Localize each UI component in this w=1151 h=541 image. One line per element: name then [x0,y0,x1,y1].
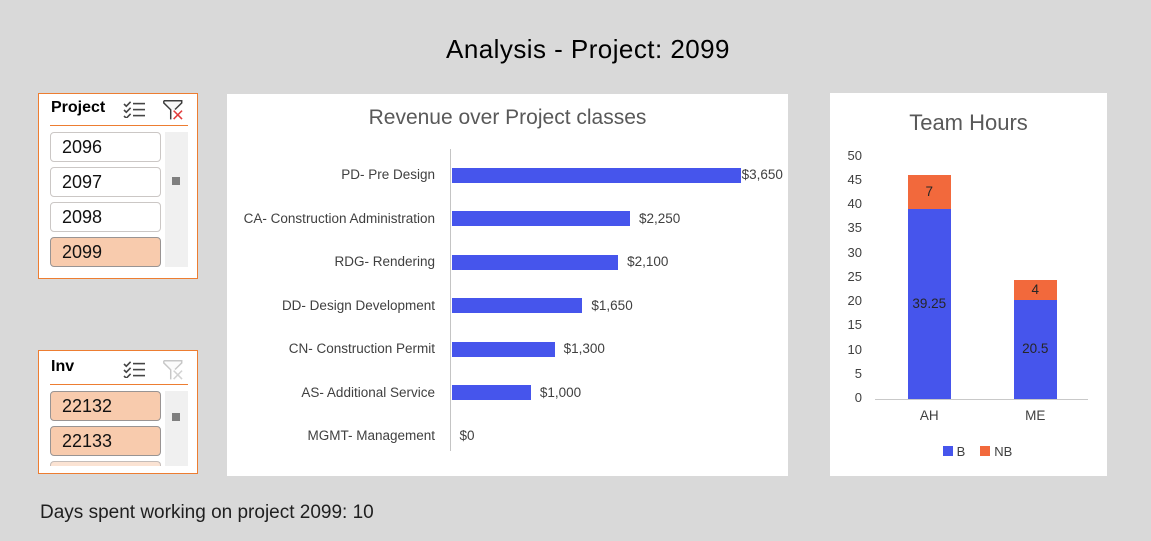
footer-note: Days spent working on project 2099: 10 [40,502,374,523]
column-segment-NB [1014,280,1057,300]
inv-slicer-scrollbar[interactable] [165,391,188,466]
project-slicer-title: Project [51,99,106,116]
data-label: $1,000 [539,384,582,400]
category-label: CA- Construction Administration [243,210,435,226]
legend-swatch-B [942,446,953,456]
data-label: $2,250 [639,210,681,226]
category-label: PD- Pre Design [341,167,435,183]
legend-label: B [956,443,966,459]
revenue-chart-axis-line [450,149,451,451]
multi-select-icon[interactable] [123,361,146,378]
category-label: MGMT- Management [307,428,435,444]
inv-slicer-underline [50,384,188,385]
team-hours-legend: B NB [830,443,1107,459]
column-segment-B [908,208,951,399]
category-label: AH [919,408,939,423]
category-label: RDG- Rendering [334,254,435,270]
revenue-chart-title: Revenue over Project classes [368,106,647,129]
project-slicer-items: 2096 2097 2098 2099 [50,132,162,267]
legend-entry-B: B [942,443,966,459]
revenue-bar [451,211,631,227]
revenue-bar [451,298,583,314]
legend-entry-NB: NB [980,444,1012,459]
column-segment-B [1014,299,1057,399]
inv-slicer-header: Inv [39,351,197,382]
clear-filter-icon-disabled [163,360,183,380]
slicer-item-22133[interactable]: 22133 [50,426,161,456]
inv-slicer-items: 22132 22133 [50,391,162,466]
inv-slicer: Inv [38,350,198,474]
slicer-item-partial[interactable] [50,461,161,466]
page-title: Analysis - Project: 2099 [446,34,730,64]
y-axis-tick-label: 40 [847,196,862,211]
revenue-chart-panel: Revenue over Project classes PD- Pre Des… [227,94,788,476]
data-label: $3,650 [741,167,783,183]
revenue-bar [451,341,555,357]
data-label: $2,100 [627,254,669,270]
slicer-item-22132[interactable]: 22132 [50,391,161,421]
category-label: ME [1025,408,1046,423]
column-segment-NB [908,174,951,209]
category-label: CN- Construction Permit [288,341,435,357]
y-axis-tick-label: 35 [847,220,862,236]
revenue-bar [451,254,619,270]
y-axis-tick-label: 0 [854,390,862,405]
inv-slicer-title: Inv [51,358,75,375]
revenue-bar [451,167,742,183]
category-label: AS- Additional Service [301,384,435,400]
y-axis-tick-label: 25 [847,268,862,284]
legend-label: NB [994,443,1013,459]
project-slicer-scrollbar[interactable] [165,132,188,267]
y-axis-tick-label: 50 [847,147,862,163]
slicer-item-2099[interactable]: 2099 [50,237,161,267]
y-axis-tick-label: 30 [847,244,862,260]
project-scroll-thumb[interactable] [172,177,180,185]
team-hours-x-axis-line [875,399,1088,400]
y-axis-tick-label: 20 [847,293,862,308]
data-label: $1,650 [591,297,633,313]
project-slicer-underline [50,125,188,126]
inv-scroll-thumb[interactable] [172,413,180,421]
legend-swatch-NB [980,446,991,456]
y-axis-tick-label: 15 [847,317,862,333]
y-axis-tick-label: 45 [847,171,862,187]
project-slicer: Project [38,93,198,279]
data-label: 7 [925,183,934,199]
y-axis-tick-label: 10 [847,341,862,357]
category-label: DD- Design Development [281,297,435,313]
project-slicer-header: Project [39,94,197,125]
slicer-item-2097[interactable]: 2097 [50,167,161,197]
data-label: 39.25 [912,295,947,311]
data-label: $1,300 [563,341,605,357]
slicer-item-2096[interactable]: 2096 [50,132,161,162]
data-label: 20.5 [1022,341,1049,357]
team-hours-chart-title: Team Hours [909,110,1028,135]
team-hours-chart-panel: Team Hours 0 5 10 15 20 25 30 35 40 45 50 39.25 7 AH 2… [830,93,1107,476]
multi-select-icon[interactable] [123,101,146,118]
clear-filter-icon[interactable] [163,100,183,120]
y-axis-tick-label: 5 [854,365,862,381]
data-label: $0 [459,428,475,444]
data-label: 4 [1031,281,1040,297]
revenue-bar [451,385,531,401]
slicer-item-2098[interactable]: 2098 [50,202,161,232]
